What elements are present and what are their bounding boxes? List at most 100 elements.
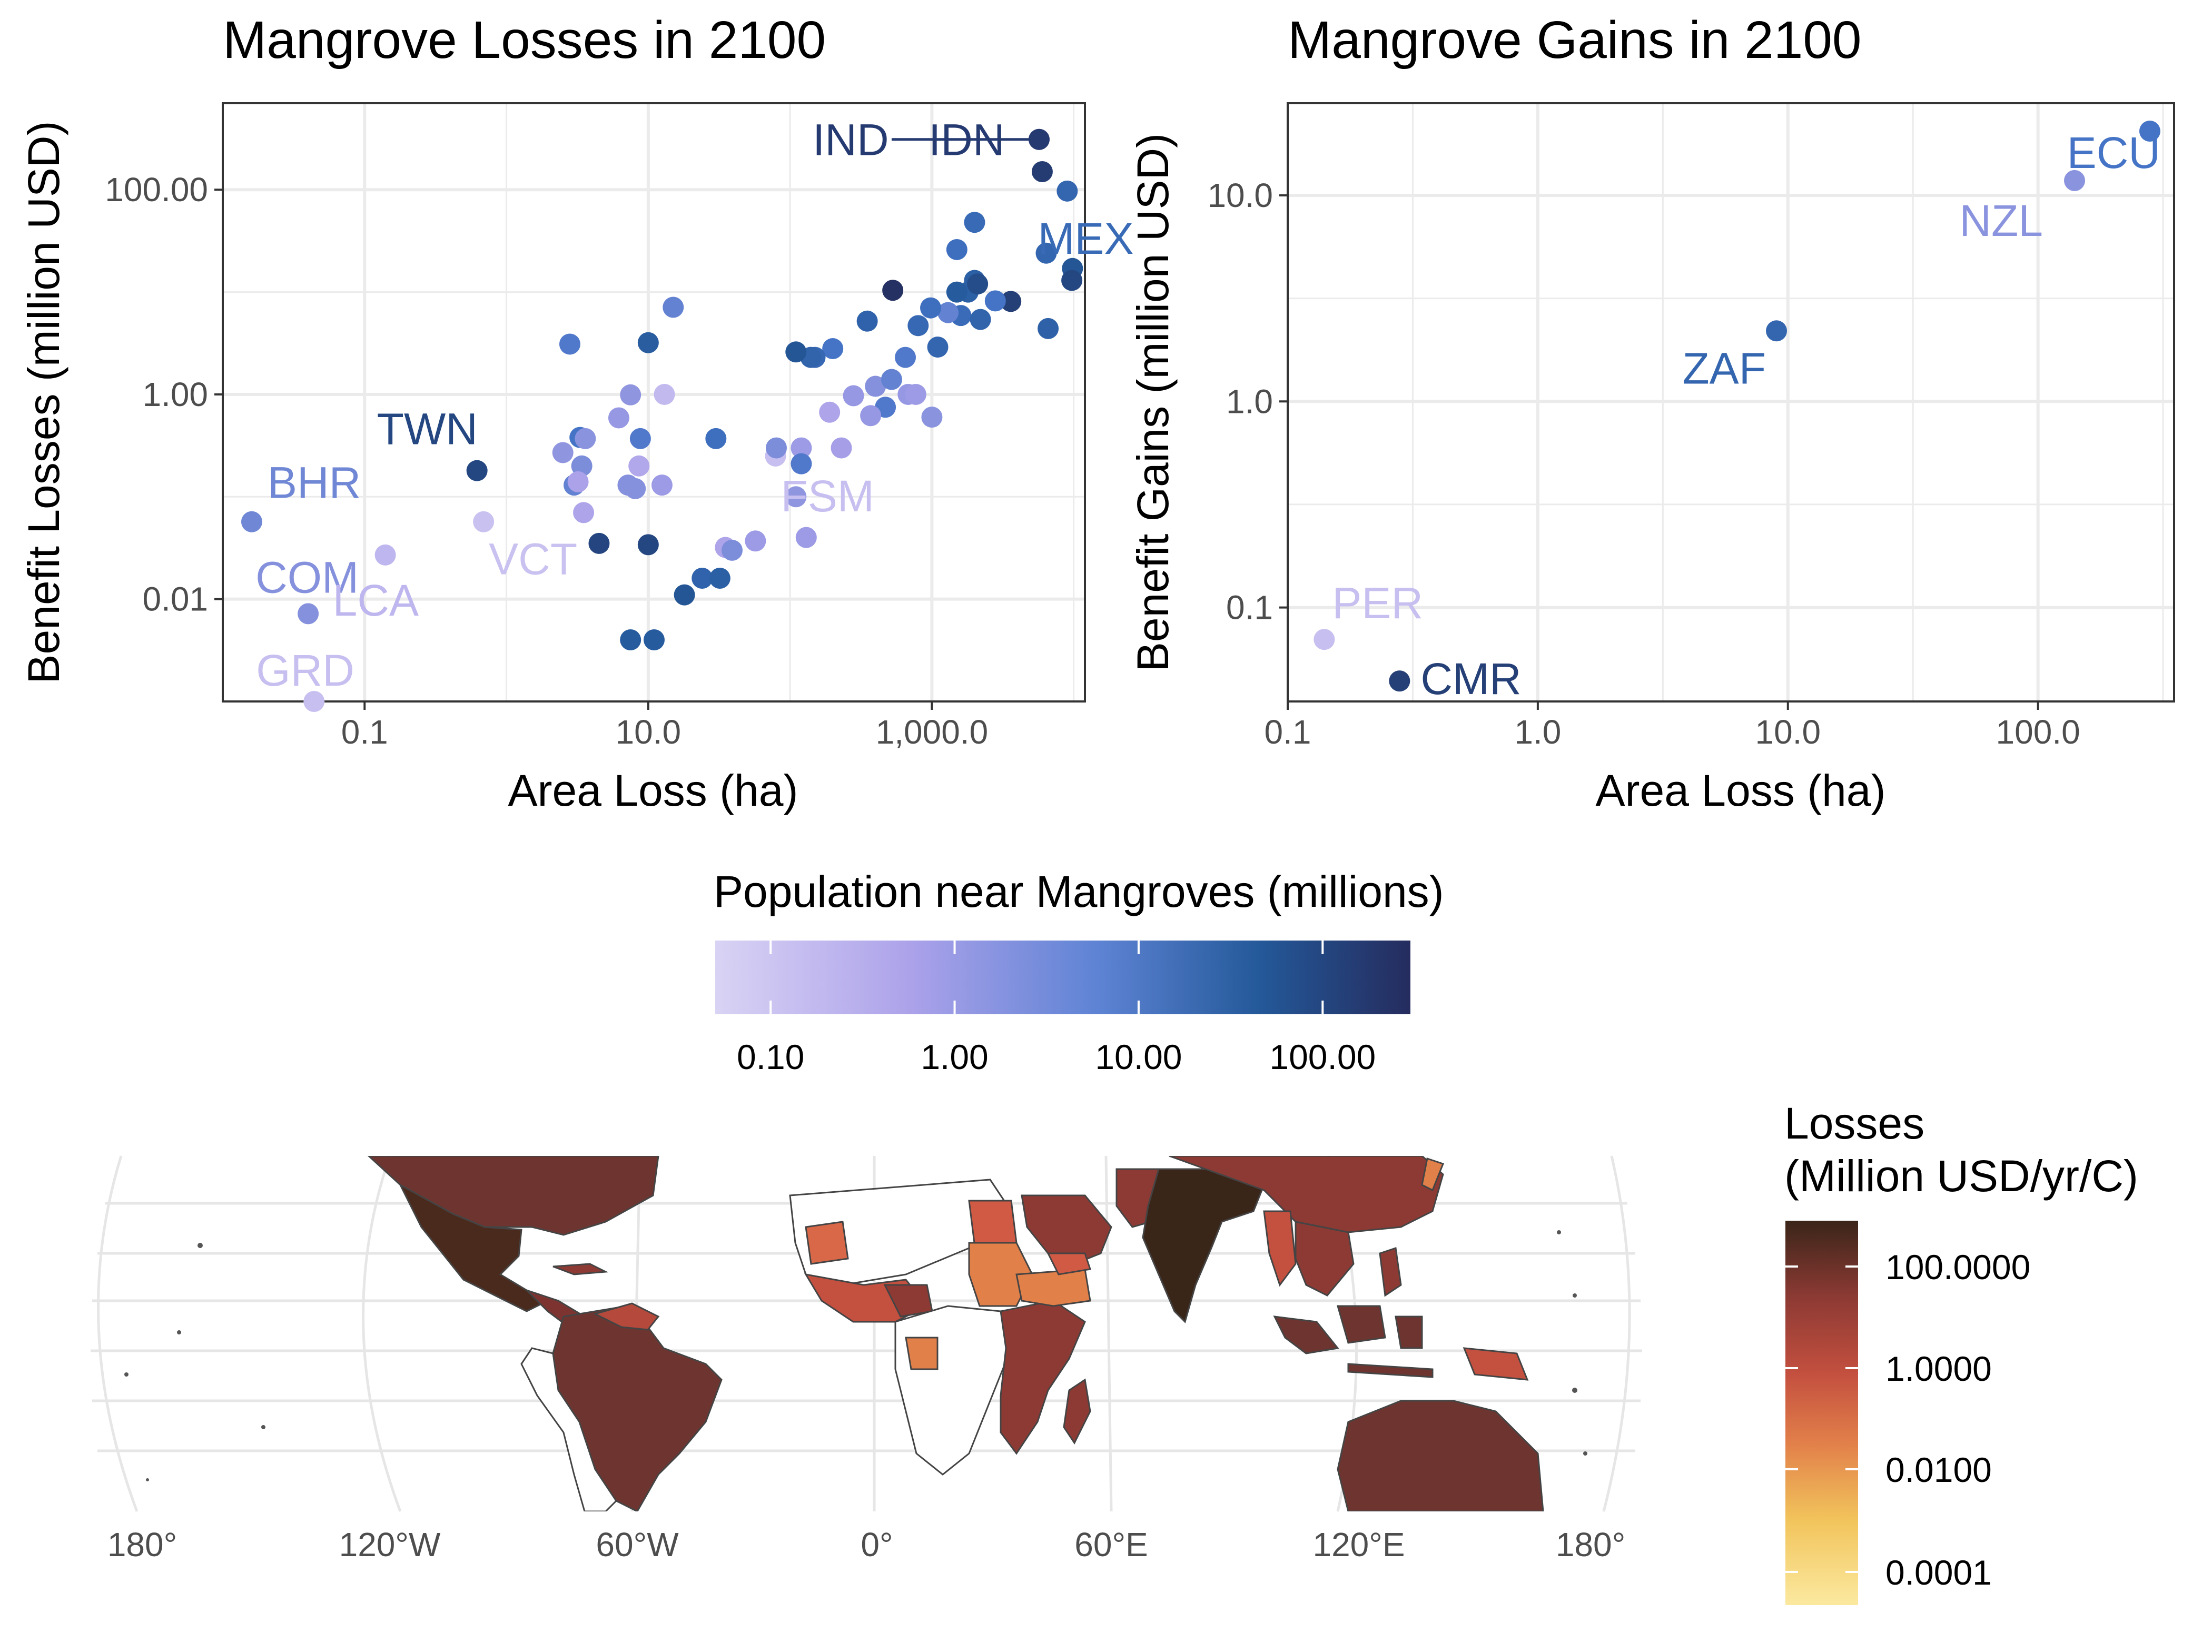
point-label-vct: VCT [489, 535, 577, 584]
data-point-bhr [241, 511, 262, 532]
data-point [895, 347, 916, 368]
losses-x-axis-label: Area Loss (ha) [508, 766, 798, 815]
data-point [552, 442, 574, 463]
data-point-per [1314, 629, 1335, 650]
map-graticule [91, 1155, 1642, 1512]
point-label-zaf: ZAF [1682, 343, 1766, 393]
data-point [785, 486, 807, 508]
map-country-png [1463, 1347, 1529, 1381]
map-country-south-america-west [520, 1347, 617, 1511]
map-country-mauritania [805, 1221, 849, 1265]
losses-tick-label: 0.0001 [1885, 1553, 1992, 1592]
losses-legend: Losses (Million USD/yr/C) 100.0000 1.0000… [1784, 1099, 2138, 1605]
x-tick-label: 0.1 [1265, 713, 1311, 751]
data-point [1031, 161, 1053, 183]
data-point [692, 567, 713, 589]
y-tick-label: 100.00 [105, 171, 208, 209]
map-country-indochina [1295, 1221, 1355, 1297]
data-point [575, 428, 596, 449]
data-point-zaf [1766, 320, 1788, 342]
data-point [559, 333, 580, 355]
data-point [927, 337, 949, 358]
map-country-ethiopia [1015, 1268, 1091, 1307]
gains-title: Mangrove Gains in 2100 [1288, 11, 1862, 70]
map-country-central-africa [894, 1305, 1012, 1476]
point-label-fsm: FSM [781, 471, 874, 521]
losses-point-labels: BHR COM GRD LCA TWN VCT FSM IND IDN MEX [255, 115, 1133, 695]
data-point [946, 281, 967, 303]
data-point [865, 375, 886, 397]
data-point [791, 437, 812, 459]
data-point [921, 407, 943, 428]
population-colorbar [715, 941, 1410, 1014]
losses-points [241, 128, 1083, 712]
losses-legend-ticks: 100.0000 1.0000 0.0100 0.0001 [1785, 1248, 2030, 1592]
data-point [843, 385, 864, 407]
x-tick-label: 1.0 [1514, 713, 1561, 751]
gains-point-labels: PER CMR ZAF NZL ECU [1332, 128, 2160, 704]
data-point [1000, 291, 1022, 312]
gains-x-axis-label: Area Loss (ha) [1596, 766, 1886, 815]
data-point-mex [964, 212, 985, 233]
losses-title: Mangrove Losses in 2100 [223, 11, 826, 70]
data-point [573, 502, 595, 523]
data-point [722, 539, 743, 561]
map-country-australia [1337, 1400, 1544, 1511]
data-point [882, 280, 904, 301]
gains-points [1314, 120, 2160, 692]
data-point [856, 310, 878, 332]
longitude-label: 0° [861, 1526, 893, 1564]
data-point [766, 437, 787, 459]
point-label-mex: MEX [1038, 214, 1133, 263]
y-tick-label: 1.00 [142, 375, 208, 413]
x-tick-label: 1,000.0 [876, 713, 989, 751]
data-point [709, 567, 730, 589]
map-country-cuba [552, 1263, 609, 1275]
data-point [637, 332, 659, 353]
y-tick-label: 1.0 [1226, 382, 1273, 420]
data-point [970, 309, 991, 330]
population-tick-label: 100.00 [1269, 1037, 1376, 1076]
y-tick-label: 0.1 [1226, 589, 1273, 627]
data-point [1038, 318, 1059, 339]
losses-ticks: 0.1 10.0 1,000.0 0.01 1.00 100.00 [105, 171, 988, 751]
map-country-myanmar [1263, 1210, 1297, 1287]
point-label-lca: LCA [333, 576, 419, 625]
map-country-philippines [1379, 1247, 1402, 1297]
world-map: 180° 120°W 60°W 0° 60°E 120°E 180° [91, 1155, 1642, 1564]
data-point-grd [303, 691, 325, 712]
data-point [795, 527, 817, 548]
longitude-label: 60°E [1074, 1526, 1148, 1564]
map-country-egypt [968, 1200, 1018, 1244]
data-point-vct [473, 511, 495, 532]
losses-y-axis-label: Benefit Losses (million USD) [19, 121, 68, 684]
data-point-com [298, 603, 319, 625]
data-point-twn [466, 460, 488, 481]
point-label-com: COM [255, 552, 359, 602]
map-country-sudan [968, 1242, 1033, 1307]
data-point [905, 383, 926, 405]
map-country-gabon [905, 1337, 939, 1370]
map-country-yemen [1046, 1252, 1091, 1275]
data-point [625, 478, 646, 499]
map-country-east-africa [1000, 1300, 1086, 1455]
point-label-twn: TWN [377, 404, 478, 454]
losses-tick-label: 0.0100 [1885, 1450, 1992, 1489]
point-label-grd: GRD [256, 646, 354, 695]
data-point-nzl [2064, 170, 2086, 191]
y-tick-label: 10.0 [1207, 176, 1273, 214]
map-country-japan [1421, 1158, 1444, 1192]
data-point [819, 401, 841, 423]
gains-ticks: 0.1 1.0 10.0 100.0 0.1 1.0 10.0 [1207, 176, 2080, 751]
losses-tick-label: 100.0000 [1885, 1248, 2030, 1287]
map-country-madagascar [1063, 1378, 1091, 1445]
point-label-cmr: CMR [1420, 654, 1521, 704]
map-country-india [1142, 1168, 1265, 1323]
data-point [785, 341, 807, 363]
x-tick-label: 0.1 [341, 713, 388, 751]
gains-gridlines [1288, 103, 2174, 701]
data-point [628, 455, 650, 477]
longitude-label: 120°W [339, 1526, 441, 1564]
data-point [984, 290, 1006, 312]
